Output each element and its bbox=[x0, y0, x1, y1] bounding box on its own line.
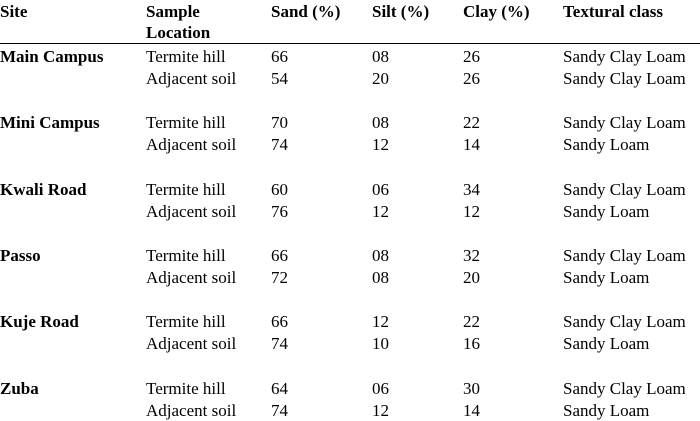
header-rule bbox=[0, 43, 700, 44]
sample-location: Termite hill bbox=[146, 179, 226, 199]
sample-location: Adjacent soil bbox=[146, 267, 237, 287]
table-cell: 30 bbox=[463, 378, 480, 398]
table-cell: 14 bbox=[463, 135, 480, 155]
table-cell: 66 bbox=[271, 312, 288, 332]
table-cell: 08 bbox=[372, 267, 389, 287]
table-cell: Sandy Clay Loam bbox=[563, 312, 686, 332]
column-header: Clay (%) bbox=[463, 2, 530, 21]
sample-location: Adjacent soil bbox=[146, 201, 237, 221]
sample-location: Termite hill bbox=[146, 47, 226, 66]
table-cell: 74 bbox=[271, 334, 288, 354]
table-cell: 20 bbox=[463, 267, 480, 287]
table-cell: Sandy Loam bbox=[563, 201, 650, 221]
table-cell: 08 bbox=[372, 113, 389, 133]
site-name: Main Campus bbox=[0, 47, 104, 66]
site-name: Kwali Road bbox=[0, 179, 87, 199]
table-cell: Sandy Clay Loam bbox=[563, 245, 686, 265]
table-cell: 32 bbox=[463, 245, 480, 265]
table-cell: 10 bbox=[372, 334, 389, 354]
table-cell: 34 bbox=[463, 179, 480, 199]
column-header: Silt (%) bbox=[372, 2, 430, 21]
table-cell: 16 bbox=[463, 334, 480, 354]
column-header: Sample Location bbox=[146, 2, 211, 42]
table-cell: 72 bbox=[271, 267, 288, 287]
table-cell: 26 bbox=[463, 47, 480, 66]
table-cell: 22 bbox=[463, 113, 480, 133]
table-cell: 08 bbox=[372, 47, 389, 66]
table-cell: 70 bbox=[271, 113, 288, 133]
sample-location: Adjacent soil bbox=[146, 135, 237, 155]
sample-location: Adjacent soil bbox=[146, 400, 237, 420]
column-header: Textural class bbox=[563, 2, 663, 21]
site-name: Mini Campus bbox=[0, 113, 100, 133]
site-name: Passo bbox=[0, 245, 41, 265]
table-cell: 14 bbox=[463, 400, 480, 420]
table-cell: 74 bbox=[271, 135, 288, 155]
table-cell: 12 bbox=[372, 135, 389, 155]
table-cell: Sandy Loam bbox=[563, 267, 650, 287]
table-cell: Sandy Clay Loam bbox=[563, 179, 686, 199]
table-cell: Sandy Clay Loam bbox=[563, 47, 686, 66]
table-cell: 12 bbox=[463, 201, 480, 221]
table-cell: Sandy Clay Loam bbox=[563, 113, 686, 133]
table-cell: 12 bbox=[372, 400, 389, 420]
table-cell: 54 bbox=[271, 69, 288, 88]
table-cell: 74 bbox=[271, 400, 288, 420]
sample-location: Termite hill bbox=[146, 312, 226, 332]
sample-location: Adjacent soil bbox=[146, 69, 237, 88]
table-cell: Sandy Loam bbox=[563, 135, 650, 155]
table-cell: 06 bbox=[372, 378, 389, 398]
table-cell: 76 bbox=[271, 201, 288, 221]
table-cell: 60 bbox=[271, 179, 288, 199]
table-cell: Sandy Clay Loam bbox=[563, 378, 686, 398]
sample-location: Termite hill bbox=[146, 378, 226, 398]
site-name: Kuje Road bbox=[0, 312, 79, 332]
table-cell: 66 bbox=[271, 47, 288, 66]
sample-location: Termite hill bbox=[146, 245, 226, 265]
table-cell: 64 bbox=[271, 378, 288, 398]
table-cell: 08 bbox=[372, 245, 389, 265]
table-cell: 26 bbox=[463, 69, 480, 88]
table-cell: 20 bbox=[372, 69, 389, 88]
column-header: Site bbox=[0, 2, 28, 21]
column-header: Sand (%) bbox=[271, 2, 341, 21]
sample-location: Termite hill bbox=[146, 113, 226, 133]
table-cell: Sandy Loam bbox=[563, 400, 650, 420]
table-cell: 06 bbox=[372, 179, 389, 199]
site-name: Zuba bbox=[0, 378, 39, 398]
table-cell: Sandy Loam bbox=[563, 334, 650, 354]
table-cell: 66 bbox=[271, 245, 288, 265]
table-cell: 12 bbox=[372, 201, 389, 221]
table-cell: 12 bbox=[372, 312, 389, 332]
table-cell: 22 bbox=[463, 312, 480, 332]
sample-location: Adjacent soil bbox=[146, 334, 237, 354]
table-cell: Sandy Clay Loam bbox=[563, 69, 686, 88]
